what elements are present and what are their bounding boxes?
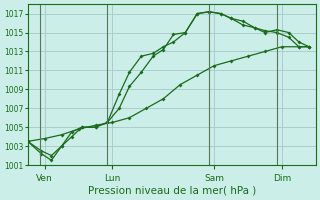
X-axis label: Pression niveau de la mer( hPa ): Pression niveau de la mer( hPa ) [88, 186, 256, 196]
